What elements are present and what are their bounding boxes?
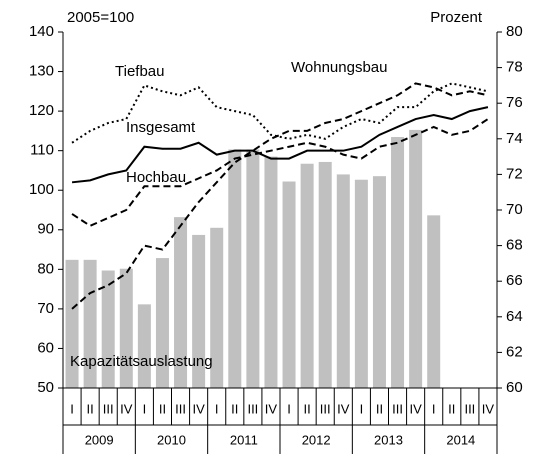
- y2-tick-label: 78: [506, 59, 523, 76]
- series-label: Hochbau: [126, 169, 186, 186]
- bar: [174, 217, 188, 388]
- x-tick-label: IV: [192, 401, 205, 416]
- x-tick-label: I: [215, 401, 219, 416]
- line: [71, 106, 489, 184]
- x-tick-label: III: [392, 401, 403, 416]
- x-tick-label: II: [376, 401, 383, 416]
- x-tick-label: I: [143, 401, 147, 416]
- x-tick-label: III: [175, 401, 186, 416]
- line: [71, 118, 489, 227]
- y-tick-label: 80: [37, 260, 54, 277]
- y2-tick-label: 62: [506, 343, 523, 360]
- x-tick-label: IV: [482, 401, 495, 416]
- x-tick-label: I: [360, 401, 364, 416]
- bar: [210, 227, 224, 388]
- y2-tick-label: 72: [506, 165, 523, 182]
- y-tick-label: 100: [29, 181, 54, 198]
- y-tick-label: 70: [37, 300, 54, 317]
- x-tick-label: II: [231, 401, 238, 416]
- bar: [137, 304, 151, 388]
- y2-tick-label: 60: [506, 379, 523, 396]
- x-tick-label: III: [103, 401, 114, 416]
- bar: [372, 176, 386, 388]
- bar: [391, 137, 405, 388]
- x-tick-label: III: [320, 401, 331, 416]
- y2-tick-label: 76: [506, 94, 523, 111]
- x-tick-label: II: [87, 401, 94, 416]
- x-tick-label: IV: [337, 401, 350, 416]
- y-tick-label: 50: [37, 379, 54, 396]
- y2-tick-label: 74: [506, 130, 523, 147]
- y2-tick-label: 68: [506, 237, 523, 254]
- line: [71, 82, 489, 144]
- bar: [282, 181, 296, 388]
- bar: [300, 163, 314, 388]
- y2-tick-label: 66: [506, 272, 523, 289]
- bar: [155, 258, 169, 388]
- x-tick-label: III: [247, 401, 258, 416]
- series-label: Insgesamt: [126, 119, 196, 136]
- bar: [409, 129, 423, 388]
- bar: [427, 215, 441, 388]
- y2-tick-label: 80: [506, 23, 523, 40]
- series-label: Wohnungsbau: [291, 59, 387, 76]
- bar: [246, 149, 260, 388]
- y2-tick-label: 70: [506, 201, 523, 218]
- y-tick-label: 90: [37, 221, 54, 238]
- y-tick-label: 110: [30, 142, 54, 159]
- y-tick-label: 120: [29, 102, 54, 119]
- bar: [119, 268, 133, 388]
- y-tick-label: 60: [37, 339, 54, 356]
- x-tick-label: III: [464, 401, 475, 416]
- x-tick-label: II: [448, 401, 455, 416]
- y-tick-label: 130: [29, 63, 54, 80]
- left-axis-label: 2005=100: [67, 9, 134, 26]
- year-label: 2014: [446, 432, 475, 447]
- bar: [192, 234, 206, 388]
- year-label: 2012: [302, 432, 331, 447]
- x-tick-label: I: [432, 401, 436, 416]
- year-label: 2010: [157, 432, 186, 447]
- series-label: Tiefbau: [115, 63, 164, 80]
- bar: [354, 179, 368, 388]
- x-tick-label: I: [70, 401, 74, 416]
- year-label: 2009: [85, 432, 114, 447]
- year-label: 2011: [230, 432, 258, 447]
- bar: [318, 161, 332, 388]
- right-axis-label: Prozent: [430, 9, 483, 26]
- bar: [264, 156, 278, 388]
- y2-tick-label: 64: [506, 308, 523, 325]
- x-tick-label: IV: [265, 401, 278, 416]
- x-tick-label: IV: [120, 401, 133, 416]
- line: [71, 82, 489, 310]
- bar: [101, 270, 115, 388]
- bar: [336, 174, 350, 388]
- x-tick-label: I: [287, 401, 291, 416]
- bar: [228, 149, 242, 388]
- x-tick-label: II: [159, 401, 166, 416]
- x-tick-label: IV: [409, 401, 422, 416]
- y-tick-label: 140: [29, 23, 54, 40]
- x-tick-label: II: [304, 401, 311, 416]
- year-label: 2013: [374, 432, 403, 447]
- bar: [65, 259, 79, 388]
- series-label: Kapazitätsauslastung: [70, 353, 213, 370]
